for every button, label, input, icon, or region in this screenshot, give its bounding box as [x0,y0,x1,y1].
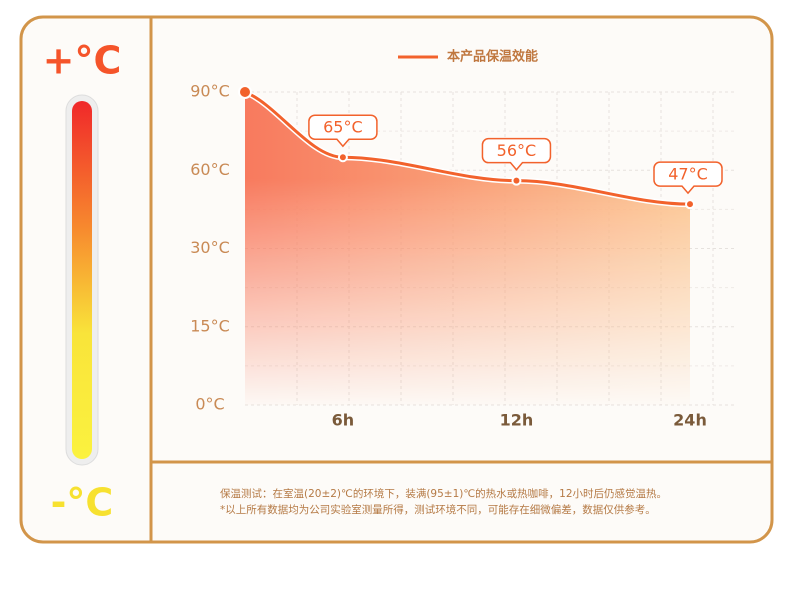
point [238,85,252,99]
plot: 0°C 15°C 30°C 60°C 90°C 6h 12h 24h 65°C 56°C 47°C [190,82,735,430]
cold-label: -°C [51,481,114,525]
point [685,199,695,210]
point [337,152,348,163]
callout [481,137,552,171]
thermometer-fill [72,101,92,459]
x-tick-label: 12h [500,411,534,430]
point [511,175,522,186]
note: *以上所有数据均为公司实验室测量所得，测试环境不同，可能存在细微偏差，数据仅供参… [220,503,656,516]
data-label: 65°C [323,118,363,137]
legend-label: 本产品保温效能 [447,49,538,65]
x-tick-label: 24h [673,411,707,430]
callout [653,161,723,195]
note: 保温测试：在室温(20±2)℃的环境下，装满(95±1)℃的热水或热咖啡，12小… [220,487,667,500]
y-tick-label: 30°C [190,238,230,257]
y-tick-label: 0°C [195,395,224,414]
callout [308,114,378,148]
hot-label: +°C [43,39,122,83]
data-label: 56°C [497,141,537,160]
data-label: 47°C [668,165,708,184]
y-tick-label: 60°C [190,160,230,179]
x-tick-label: 6h [332,411,355,430]
y-tick-label: 15°C [190,316,230,335]
area [245,92,690,405]
line [244,90,691,206]
y-tick-label: 90°C [190,82,230,101]
